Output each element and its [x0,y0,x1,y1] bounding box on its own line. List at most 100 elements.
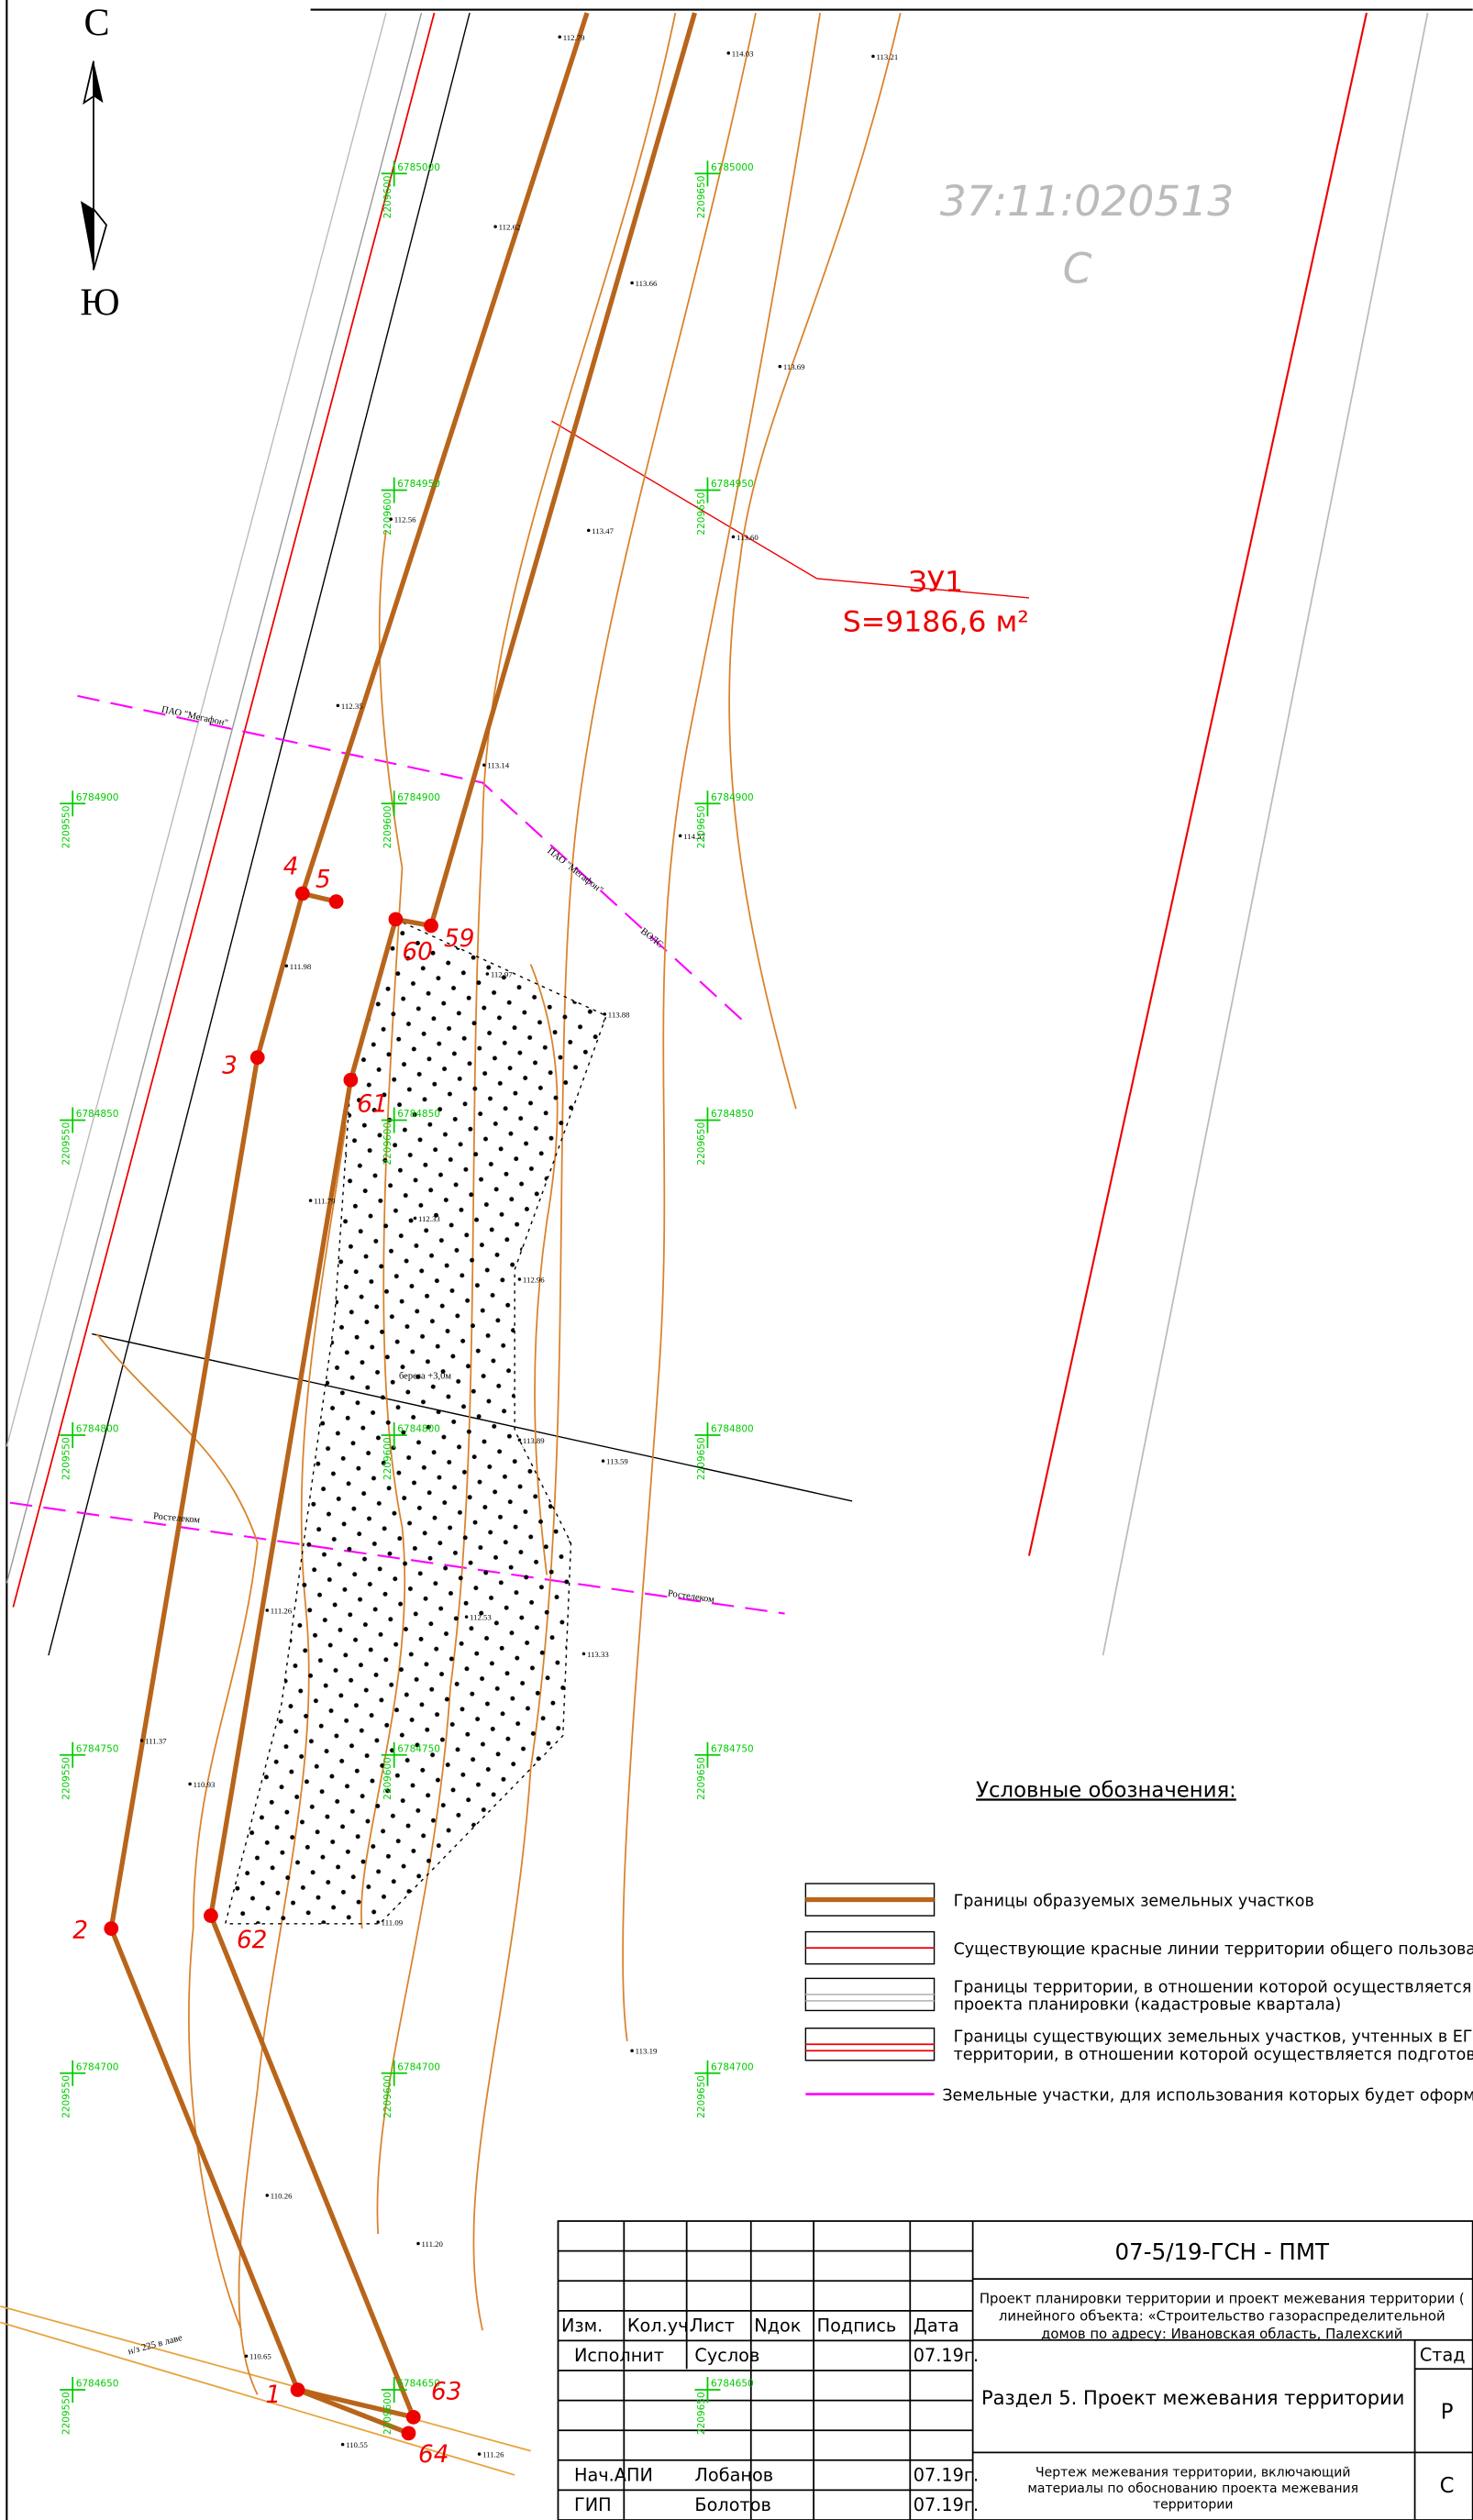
elevation: 114.03 [732,49,754,58]
elevation: 110.55 [346,2440,368,2449]
point-label: 3 [222,1053,238,1080]
point-label: 1 [266,2382,282,2409]
grid-northing: 6784700 [711,2061,754,2072]
drawing: С Ю 37:11:020513 С ЗУ1 S=9186,6 м² Услов… [0,0,1473,2520]
legend-title: Условные обозначения: [976,1778,1236,1802]
grid-easting: 2209650 [696,1122,707,1166]
elevation: 113.60 [736,533,759,542]
elevation-point [245,2354,249,2358]
grid-northing: 6784800 [76,1424,119,1435]
grid-northing: 6785000 [397,162,440,173]
person: Суслов [694,2345,759,2366]
elevation: 113.19 [636,2047,658,2056]
grid-northing: 6784700 [397,2061,440,2072]
grid-easting: 2209550 [61,1122,72,1166]
elevation: 113.69 [783,362,805,371]
grid-easting: 2209650 [696,492,707,536]
table-header: Изм. [561,2316,603,2337]
point-label: 64 [418,2441,449,2469]
grid-easting: 2209650 [696,1757,707,1800]
grid-easting: 2209600 [382,2392,393,2435]
elevation: 111.26 [271,1607,293,1616]
elevation-point [341,2443,345,2447]
grid-easting: 2209650 [696,2075,707,2118]
boundary-point [406,2410,421,2425]
cadastral-label: С [1063,244,1092,293]
compass: С Ю [80,3,119,325]
grid-northing: 6784650 [76,2379,119,2390]
date: 07.19г. [914,2494,979,2515]
annotation: Ростелеком [667,1588,715,1605]
grid-northing: 6784800 [397,1424,440,1435]
table-header: Подпись [817,2316,897,2337]
grid-easting: 2209550 [61,1757,72,1800]
grid-northing: 6784750 [397,1743,440,1754]
legend-label: проекта планировки (кадастровые квартала… [954,1996,1342,2015]
grid-easting: 2209650 [696,2392,707,2435]
elevation: 113.21 [876,52,898,61]
compass-south: Ю [80,282,119,324]
section: Раздел 5. Проект межевания территории [981,2386,1404,2409]
boundary-point [291,2382,305,2397]
grid-easting: 2209550 [61,1437,72,1480]
person: Болотов [694,2494,770,2515]
grid-easting: 2209650 [696,176,707,219]
elevation: 112.79 [563,33,585,42]
legend-label: Границы территории, в отношении которой … [954,1978,1473,1996]
elevation-point [414,1217,417,1221]
elevation: 113.47 [592,526,614,536]
annotation: ПАО "Мегафон" [161,705,229,729]
boundary-point [295,887,310,901]
project-name: домов по адресу: Ивановская область, Пал… [1041,2326,1402,2342]
legend-label: Границы существующих земельных участков,… [954,2028,1473,2047]
legend-label: Границы образуемых земельных участков [954,1893,1314,1911]
boundary-point [344,1073,359,1088]
legend-label: Земельные участки, для использования кот… [942,2087,1473,2106]
boundary-point [389,912,404,927]
elevation-point [630,282,634,285]
parcel-area: S=9186,6 м² [843,606,1029,639]
elevation: 113.59 [606,1457,628,1466]
date: 07.19г. [914,2345,979,2366]
elevation-point [732,536,736,539]
legend-label: территории, в отношении которой осуществ… [954,2046,1473,2064]
cadastral-number: 37:11:020513 [940,177,1234,226]
elevation: 112.56 [394,515,416,525]
grid-easting: 2209600 [382,176,393,219]
elevation-point [582,1652,586,1656]
table-header: Nдок [754,2316,801,2337]
elevation: 113.89 [523,1436,545,1445]
stage-header: Стад [1420,2344,1466,2365]
elevation-point [871,55,875,59]
boundary-point [104,1921,118,1936]
grid-easting: 2209550 [61,806,72,849]
elevation: 113.66 [636,279,658,288]
elevation-point [309,1199,313,1202]
annotation: береза +3,0м [399,1372,451,1382]
sheet-mark: С [1440,2474,1455,2498]
point-label: 62 [237,1927,267,1954]
elevation: 112.62 [499,223,521,232]
elevation: 114.57 [683,832,705,841]
page: С Ю 37:11:020513 С ЗУ1 S=9186,6 м² Услов… [0,0,1473,2520]
grid-easting: 2209550 [61,2075,72,2118]
elevation: 110.93 [194,1780,216,1789]
point-label: 4 [283,853,299,880]
table-header: Кол.уч. [627,2316,694,2337]
grid-northing: 6784900 [76,792,119,803]
boundary-point [329,894,344,909]
grid-northing: 6784850 [76,1109,119,1120]
elevation-point [558,36,561,39]
grid-easting: 2209650 [696,1437,707,1480]
grid-easting: 2209600 [382,492,393,536]
role: Нач.АПИ [574,2465,653,2486]
elevation: 112.53 [470,1613,492,1622]
grid-easting: 2209650 [696,806,707,849]
boundary-point [402,2426,416,2440]
sheet-name: Чертеж межевания территории, включающий [1036,2466,1350,2481]
legend-label: Существующие красные линии территории об… [954,1940,1473,1959]
elevation: 110.26 [271,2191,293,2200]
grid-northing: 6784950 [397,479,440,490]
point-label: 5 [316,866,331,893]
grid-northing: 6784850 [397,1109,440,1120]
